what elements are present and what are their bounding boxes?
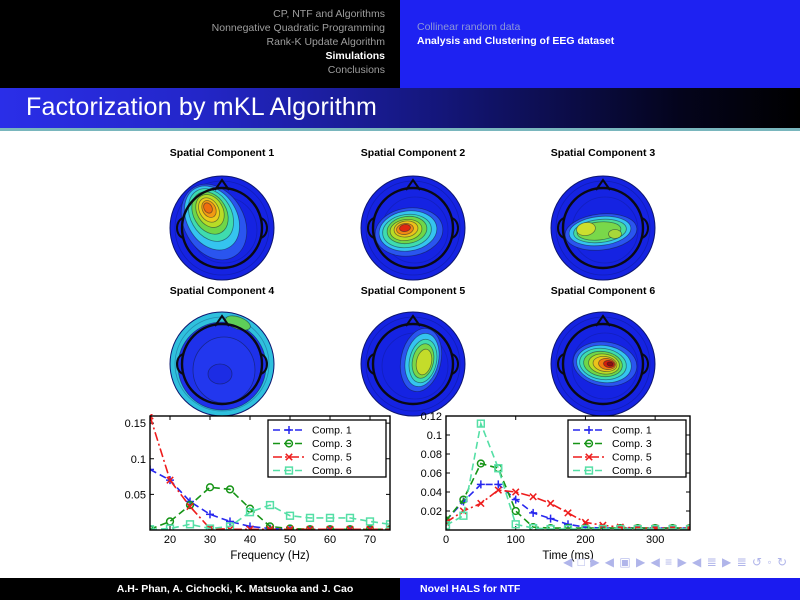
nav-item-cp-ntf[interactable]: CP, NTF and Algorithms bbox=[273, 8, 385, 20]
time-chart: 0 100 200 300 0.02 0.04 0.06 0.08 0.1 0.12 Time (m… bbox=[412, 410, 697, 567]
svg-text:Comp. 1: Comp. 1 bbox=[612, 425, 652, 437]
svg-text:Comp. 3: Comp. 3 bbox=[312, 438, 352, 450]
topomap-6 bbox=[543, 304, 663, 424]
topomap-2 bbox=[353, 168, 473, 288]
svg-text:100: 100 bbox=[507, 534, 525, 546]
svg-text:0.12: 0.12 bbox=[421, 411, 442, 423]
svg-text:30: 30 bbox=[204, 534, 216, 546]
subsection-nav: Collinear random data Analysis and Clust… bbox=[417, 20, 614, 48]
nav-item-conclusions[interactable]: Conclusions bbox=[327, 64, 385, 76]
footer-authors-bar: A.H- Phan, A. Cichocki, K. Matsuoka and … bbox=[0, 578, 400, 600]
footer-short-title: Novel HALS for NTF bbox=[420, 583, 521, 595]
nav-item-eeg-clustering[interactable]: Analysis and Clustering of EEG dataset bbox=[417, 35, 615, 47]
beamer-headline: CP, NTF and Algorithms Nonnegative Quadr… bbox=[0, 0, 800, 88]
footer-shorttitle-bar: Novel HALS for NTF bbox=[400, 578, 800, 600]
frequency-chart: 20 30 40 50 60 70 0.05 0.1 0.15 Frequency (Hz) Com… bbox=[116, 410, 397, 567]
svg-text:Time (ms): Time (ms) bbox=[542, 550, 593, 562]
svg-text:Comp. 6: Comp. 6 bbox=[312, 465, 352, 477]
svg-text:0.04: 0.04 bbox=[421, 487, 442, 499]
svg-text:0.06: 0.06 bbox=[421, 468, 442, 480]
svg-text:0.1: 0.1 bbox=[131, 454, 146, 466]
svg-text:60: 60 bbox=[324, 534, 336, 546]
topomap-svg bbox=[360, 311, 466, 417]
svg-text:200: 200 bbox=[576, 534, 594, 546]
topomap-svg bbox=[169, 311, 275, 417]
svg-text:Comp. 5: Comp. 5 bbox=[312, 452, 352, 464]
nav-item-simulations[interactable]: Simulations bbox=[325, 50, 385, 62]
nav-item-nqp[interactable]: Nonnegative Quadratic Programming bbox=[211, 22, 385, 34]
topomap-2-title: Spatial Component 2 bbox=[360, 147, 466, 159]
footer: A.H- Phan, A. Cichocki, K. Matsuoka and … bbox=[0, 578, 800, 600]
beamer-nav-symbols[interactable]: ◀ □ ▶ ◀ ▣ ▶ ◀ ≡ ▶ ◀ ≣ ▶ ≣ ↺ ◦ ↻ bbox=[563, 555, 788, 569]
topomap-4-title: Spatial Component 4 bbox=[169, 285, 275, 297]
nav-item-rank-k[interactable]: Rank-K Update Algorithm bbox=[266, 36, 385, 48]
footer-authors: A.H- Phan, A. Cichocki, K. Matsuoka and … bbox=[116, 583, 354, 595]
subsection-nav-panel: Collinear random data Analysis and Clust… bbox=[400, 0, 800, 88]
svg-text:0.08: 0.08 bbox=[421, 449, 442, 461]
svg-text:Comp. 3: Comp. 3 bbox=[612, 438, 652, 450]
svg-text:Comp. 6: Comp. 6 bbox=[612, 465, 652, 477]
svg-text:50: 50 bbox=[284, 534, 296, 546]
nav-item-collinear[interactable]: Collinear random data bbox=[417, 21, 521, 33]
svg-text:0: 0 bbox=[443, 534, 449, 546]
topomap-3-title: Spatial Component 3 bbox=[550, 147, 656, 159]
topomap-svg bbox=[169, 175, 275, 281]
svg-text:0.05: 0.05 bbox=[125, 489, 146, 501]
chart-svg: 20 30 40 50 60 70 0.05 0.1 0.15 Frequency (Hz) Com… bbox=[125, 414, 391, 562]
topomap-svg bbox=[550, 175, 656, 281]
topomap-1-title: Spatial Component 1 bbox=[169, 147, 275, 159]
svg-text:Comp. 1: Comp. 1 bbox=[312, 425, 352, 437]
svg-text:20: 20 bbox=[164, 534, 176, 546]
topomap-svg bbox=[550, 311, 656, 417]
svg-text:Comp. 5: Comp. 5 bbox=[612, 452, 652, 464]
svg-text:Frequency (Hz): Frequency (Hz) bbox=[230, 550, 309, 562]
topomap-4 bbox=[162, 304, 282, 424]
topomap-svg bbox=[360, 175, 466, 281]
topomap-6-title: Spatial Component 6 bbox=[550, 285, 656, 297]
svg-text:0.15: 0.15 bbox=[125, 418, 146, 430]
title-divider bbox=[0, 128, 800, 131]
svg-text:70: 70 bbox=[364, 534, 376, 546]
topomap-5 bbox=[353, 304, 473, 424]
section-nav-panel: CP, NTF and Algorithms Nonnegative Quadr… bbox=[0, 0, 400, 88]
frame-title: Factorization by mKL Algorithm bbox=[26, 93, 378, 121]
svg-text:0.02: 0.02 bbox=[421, 506, 442, 518]
topomap-5-title: Spatial Component 5 bbox=[360, 285, 466, 297]
section-nav: CP, NTF and Algorithms Nonnegative Quadr… bbox=[212, 7, 385, 77]
svg-text:0.1: 0.1 bbox=[427, 430, 442, 442]
svg-text:40: 40 bbox=[244, 534, 256, 546]
frame-title-bar: Factorization by mKL Algorithm bbox=[0, 88, 800, 128]
svg-text:300: 300 bbox=[646, 534, 664, 546]
topomap-3 bbox=[543, 168, 663, 288]
chart-svg: 0 100 200 300 0.02 0.04 0.06 0.08 0.1 0.12 Time (m… bbox=[421, 411, 691, 562]
topomap-1 bbox=[162, 168, 282, 288]
